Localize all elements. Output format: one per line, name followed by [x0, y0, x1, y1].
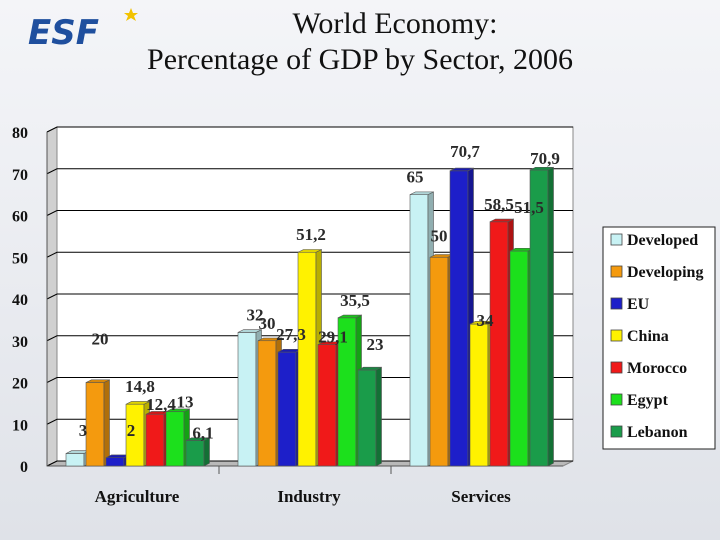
gridline [46, 126, 573, 133]
data-label: 2 [127, 421, 136, 440]
bar-egypt-agriculture [165, 411, 185, 467]
legend-swatch [610, 425, 623, 438]
gridline [46, 210, 573, 216]
bar-egypt-services [509, 250, 529, 467]
logo-text: ESF [28, 13, 99, 50]
data-label: 50 [431, 226, 448, 245]
y-tick-label: 0 [20, 459, 28, 476]
bar-lebanon-agriculture [185, 440, 205, 467]
bar-top [337, 314, 362, 319]
data-label: 70,9 [530, 149, 560, 168]
bar-side [103, 379, 110, 467]
y-tick-label: 20 [12, 376, 28, 393]
data-label: 34 [477, 311, 495, 330]
y-tick-label: 60 [12, 209, 28, 226]
legend-swatch [610, 297, 623, 310]
legend-label: China [627, 328, 669, 345]
bar-top [449, 167, 474, 172]
title-line-1: World Economy: [292, 7, 498, 40]
data-label: 30 [259, 314, 276, 333]
legend-label: Developed [627, 232, 698, 249]
data-label: 51,5 [514, 198, 544, 217]
legend-swatch [610, 393, 623, 406]
bar-top [165, 408, 190, 413]
data-label: 12,4 [146, 395, 176, 414]
data-label: 29,1 [318, 328, 348, 347]
legend-label: Egypt [627, 392, 669, 409]
legend-label: Developing [627, 264, 703, 281]
bar-lebanon-industry [357, 369, 377, 467]
legend-swatch [610, 265, 623, 278]
data-label: 27,3 [276, 325, 306, 344]
bar-china-industry [297, 251, 317, 467]
gridline [46, 418, 573, 425]
bar-top [257, 337, 282, 342]
data-label: 23 [367, 335, 384, 354]
y-tick-label: 70 [12, 167, 28, 184]
bar-top [357, 366, 382, 371]
data-label: 13 [177, 393, 194, 412]
bar-top [409, 191, 434, 195]
bar-top [237, 329, 262, 333]
bar-side [375, 366, 382, 467]
data-label: 70,7 [450, 142, 480, 161]
y-tick-label: 40 [12, 292, 28, 309]
bar-developed-industry [237, 332, 257, 467]
bar-top [85, 379, 110, 383]
x-tick-label: Agriculture [95, 487, 180, 506]
bar-eu-agriculture [105, 457, 125, 467]
gridline [46, 377, 573, 383]
bar-top [297, 249, 322, 253]
legend-swatch [610, 329, 623, 342]
bar-developed-services [409, 194, 429, 467]
gridline [46, 168, 573, 175]
legend-swatch [610, 361, 623, 374]
bar-eu-industry [277, 351, 297, 467]
legend-swatch [610, 233, 623, 246]
bar-top [185, 437, 210, 441]
data-label: 20 [92, 330, 109, 349]
legend-label: EU [627, 296, 650, 313]
data-label: 51,2 [296, 225, 326, 244]
y-tick-label: 50 [12, 250, 28, 267]
x-tick-label: Services [451, 487, 511, 506]
star-icon [124, 8, 138, 21]
bar-developing-agriculture [85, 382, 105, 467]
title-line-2: Percentage of GDP by Sector, 2006 [147, 43, 573, 76]
data-label: 3 [79, 421, 88, 440]
data-label: 58,5 [484, 195, 514, 214]
bar-top [529, 166, 554, 171]
gridline [46, 335, 573, 342]
gridline [46, 251, 573, 258]
gridline [46, 293, 573, 300]
bar-developing-industry [257, 340, 277, 467]
y-tick-label: 10 [12, 417, 28, 434]
data-label: 35,5 [340, 291, 370, 310]
esf-logo: ESF [28, 8, 138, 50]
y-tick-label: 30 [12, 334, 28, 351]
bar-morocco-industry [317, 344, 337, 467]
bar-developing-services [429, 256, 449, 467]
bar-developed-agriculture [65, 453, 85, 467]
bar-top [489, 218, 514, 223]
bar-side [547, 166, 554, 467]
bar-morocco-agriculture [145, 413, 165, 467]
bar-morocco-services [489, 221, 509, 467]
gridline [46, 460, 573, 467]
data-label: 14,8 [125, 377, 155, 396]
y-tick-label: 80 [12, 125, 28, 142]
data-label: 32 [247, 305, 264, 324]
data-label: 65 [407, 168, 424, 187]
x-tick-label: Industry [277, 487, 341, 506]
data-label: 6,1 [192, 424, 213, 443]
bar-china-services [469, 323, 489, 467]
page-title: World Economy: Percentage of GDP by Sect… [0, 6, 720, 78]
legend-label: Lebanon [627, 424, 688, 441]
bar-eu-services [449, 170, 469, 467]
bar-top [125, 401, 150, 405]
legend-label: Morocco [627, 360, 687, 377]
